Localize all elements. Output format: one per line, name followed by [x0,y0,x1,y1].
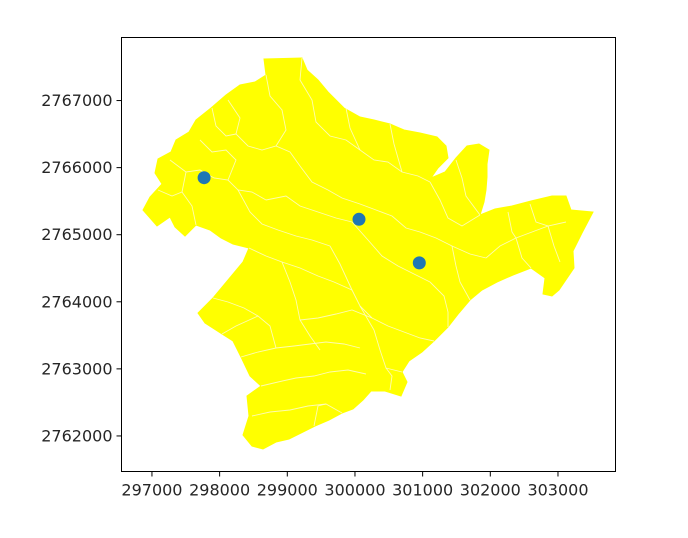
data-point [353,213,366,226]
x-tick-label: 299000 [257,481,318,500]
x-tick-label: 298000 [189,481,250,500]
region-polygon [143,58,593,449]
y-tick-label: 2766000 [41,158,112,177]
y-tick-label: 2765000 [41,225,112,244]
data-point [198,171,211,184]
x-tick-label: 300000 [324,481,385,500]
x-axis-ticks: 297000 298000 299000 300000 301000 302000 3030… [121,472,588,500]
y-tick-label: 2767000 [41,91,112,110]
y-tick-label: 2763000 [41,359,112,378]
region-map [143,58,593,449]
y-tick-label: 2762000 [41,426,112,445]
x-tick-label: 297000 [121,481,182,500]
y-axis-ticks: 2762000 2763000 2764000 2765000 2766000 27670… [41,91,121,445]
x-tick-label: 301000 [392,481,453,500]
y-tick-label: 2764000 [41,292,112,311]
x-tick-label: 302000 [460,481,521,500]
x-tick-label: 303000 [527,481,588,500]
data-point [413,256,426,269]
